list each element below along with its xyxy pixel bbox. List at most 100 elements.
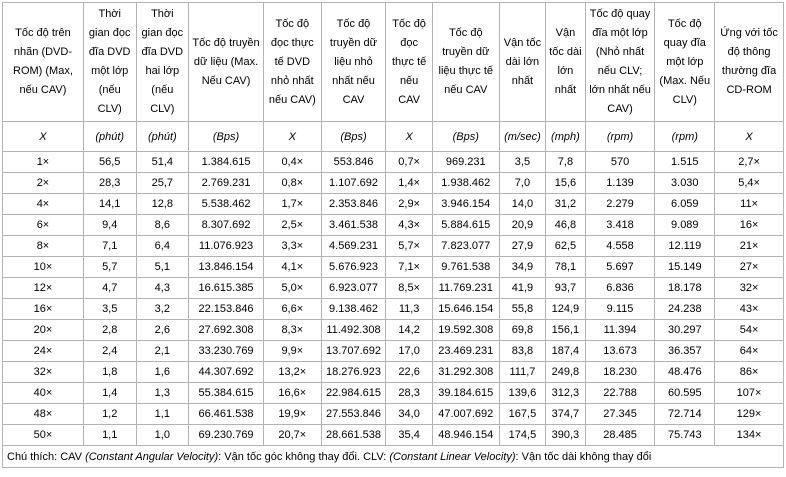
dvd-speed-table: Tốc độ trên nhãn (DVD-ROM) (Max, nếu CAV… <box>2 2 784 468</box>
table-row: 32× 1,8 1,6 44.307.692 13,2× 18.276.923 22,6 31… <box>2 361 784 383</box>
table-cell: 34,0 <box>385 403 433 425</box>
table-cell: 25,7 <box>135 172 190 194</box>
table-cell: 22.153.846 <box>188 298 264 320</box>
table-cell: 11,3 <box>385 298 433 320</box>
legend-row: Chú thích: CAV (Constant Angular Velocit… <box>2 445 784 468</box>
legend-term: (Constant Angular Velocity) <box>85 450 219 463</box>
unit-header: (phút) <box>135 121 190 152</box>
table-row: 40× 1,4 1,3 55.384.615 16,6× 22.984.615 28,3 39… <box>2 382 784 404</box>
table-cell: 12.119 <box>654 235 716 257</box>
legend-text: : Vận tốc góc không thay đổi. CLV: <box>218 450 390 463</box>
table-cell: 54× <box>714 319 784 341</box>
unit-header: (rpm) <box>654 121 716 152</box>
table-cell: 23.469.231 <box>431 340 500 362</box>
table-cell: 5,7× <box>385 235 433 257</box>
table-cell: 2,9× <box>385 193 433 215</box>
table-cell: 1,8 <box>82 361 137 383</box>
table-cell: 27.692.308 <box>188 319 264 341</box>
table-cell: 2,8 <box>82 319 137 341</box>
table-cell: 6.059 <box>654 193 716 215</box>
table-cell: 9,4 <box>82 214 137 236</box>
table-cell: 69.230.769 <box>188 424 264 446</box>
column-header: Tốc độ truyền dữ liệu nhỏ nhất nếu CAV <box>320 2 387 122</box>
table-cell: 66.461.538 <box>188 403 264 425</box>
table-cell: 129× <box>714 403 784 425</box>
table-cell: 4× <box>2 193 84 215</box>
table-cell: 14,1 <box>82 193 137 215</box>
table-cell: 1,2 <box>82 403 137 425</box>
table-cell: 8.307.692 <box>188 214 264 236</box>
table-cell: 75.743 <box>654 424 716 446</box>
column-header: Tốc độ quay đĩa một lớp (Nhỏ nhất nếu CL… <box>584 2 656 122</box>
table-cell: 56,5 <box>82 151 137 173</box>
column-header: Thời gian đọc đĩa DVD hai lớp (nếu CLV) <box>135 2 190 122</box>
table-cell: 30.297 <box>654 319 716 341</box>
table-cell: 111,7 <box>498 361 547 383</box>
table-cell: 2.769.231 <box>188 172 264 194</box>
table-cell: 374,7 <box>545 403 586 425</box>
table-cell: 48.476 <box>654 361 716 383</box>
table-cell: 7.823.077 <box>431 235 500 257</box>
table-cell: 39.184.615 <box>431 382 500 404</box>
unit-header: (Bps) <box>188 121 264 152</box>
table-cell: 1,3 <box>135 382 190 404</box>
table-cell: 139,6 <box>498 382 547 404</box>
table-cell: 41,9 <box>498 277 547 299</box>
table-cell: 2,1 <box>135 340 190 362</box>
table-cell: 48× <box>2 403 84 425</box>
table-cell: 3.418 <box>584 214 656 236</box>
column-header: Tốc độ đọc thực tế DVD nhỏ nhất nếu CAV) <box>262 2 322 122</box>
table-cell: 69,8 <box>498 319 547 341</box>
table-cell: 5,1 <box>135 256 190 278</box>
table-cell: 78,1 <box>545 256 586 278</box>
table-row: 6× 9,4 8,6 8.307.692 2,5× 3.461.538 4,3× 5.884.… <box>2 214 784 236</box>
table-row: 8× 7,1 6,4 11.076.923 3,3× 4.569.231 5,7× 7.823… <box>2 235 784 257</box>
unit-header: (rpm) <box>584 121 656 152</box>
table-cell: 2,7× <box>714 151 784 173</box>
table-cell: 1,6 <box>135 361 190 383</box>
table-cell: 31,2 <box>545 193 586 215</box>
table-cell: 3,3× <box>262 235 322 257</box>
table-cell: 5.676.923 <box>320 256 387 278</box>
table-cell: 22,6 <box>385 361 433 383</box>
header-row: Tốc độ trên nhãn (DVD-ROM) (Max, nếu CAV… <box>2 2 784 122</box>
table-cell: 5.884.615 <box>431 214 500 236</box>
unit-header: X <box>262 121 322 152</box>
table-cell: 1.139 <box>584 172 656 194</box>
unit-header: (mph) <box>545 121 586 152</box>
table-cell: 16.615.385 <box>188 277 264 299</box>
table-cell: 9.089 <box>654 214 716 236</box>
table-cell: 5,4× <box>714 172 784 194</box>
unit-header: (phút) <box>82 121 137 152</box>
unit-header: (m/sec) <box>498 121 547 152</box>
table-cell: 13.846.154 <box>188 256 264 278</box>
legend-note: Chú thích: CAV (Constant Angular Velocit… <box>2 445 784 468</box>
table-cell: 19.592.308 <box>431 319 500 341</box>
table-cell: 46,8 <box>545 214 586 236</box>
table-cell: 134× <box>714 424 784 446</box>
table-cell: 28.485 <box>584 424 656 446</box>
table-cell: 9.138.462 <box>320 298 387 320</box>
table-cell: 48.946.154 <box>431 424 500 446</box>
table-cell: 6× <box>2 214 84 236</box>
unit-header: (Bps) <box>431 121 500 152</box>
column-header: Tốc độ truyền dữ liệu (Max. Nếu CAV) <box>188 2 264 122</box>
table-cell: 11× <box>714 193 784 215</box>
table-cell: 44.307.692 <box>188 361 264 383</box>
table-cell: 1,0 <box>135 424 190 446</box>
table-cell: 8,3× <box>262 319 322 341</box>
table-cell: 174,5 <box>498 424 547 446</box>
table-cell: 7,0 <box>498 172 547 194</box>
table-row: 2× 28,3 25,7 2.769.231 0,8× 1.107.692 1,4× 1.93… <box>2 172 784 194</box>
table-cell: 570 <box>584 151 656 173</box>
table-cell: 86× <box>714 361 784 383</box>
table-cell: 32× <box>714 277 784 299</box>
table-cell: 14,2 <box>385 319 433 341</box>
table-cell: 20,7× <box>262 424 322 446</box>
table-cell: 2.279 <box>584 193 656 215</box>
table-cell: 20,9 <box>498 214 547 236</box>
table-cell: 0,4× <box>262 151 322 173</box>
table-cell: 7,8 <box>545 151 586 173</box>
table-cell: 55.384.615 <box>188 382 264 404</box>
table-cell: 83,8 <box>498 340 547 362</box>
